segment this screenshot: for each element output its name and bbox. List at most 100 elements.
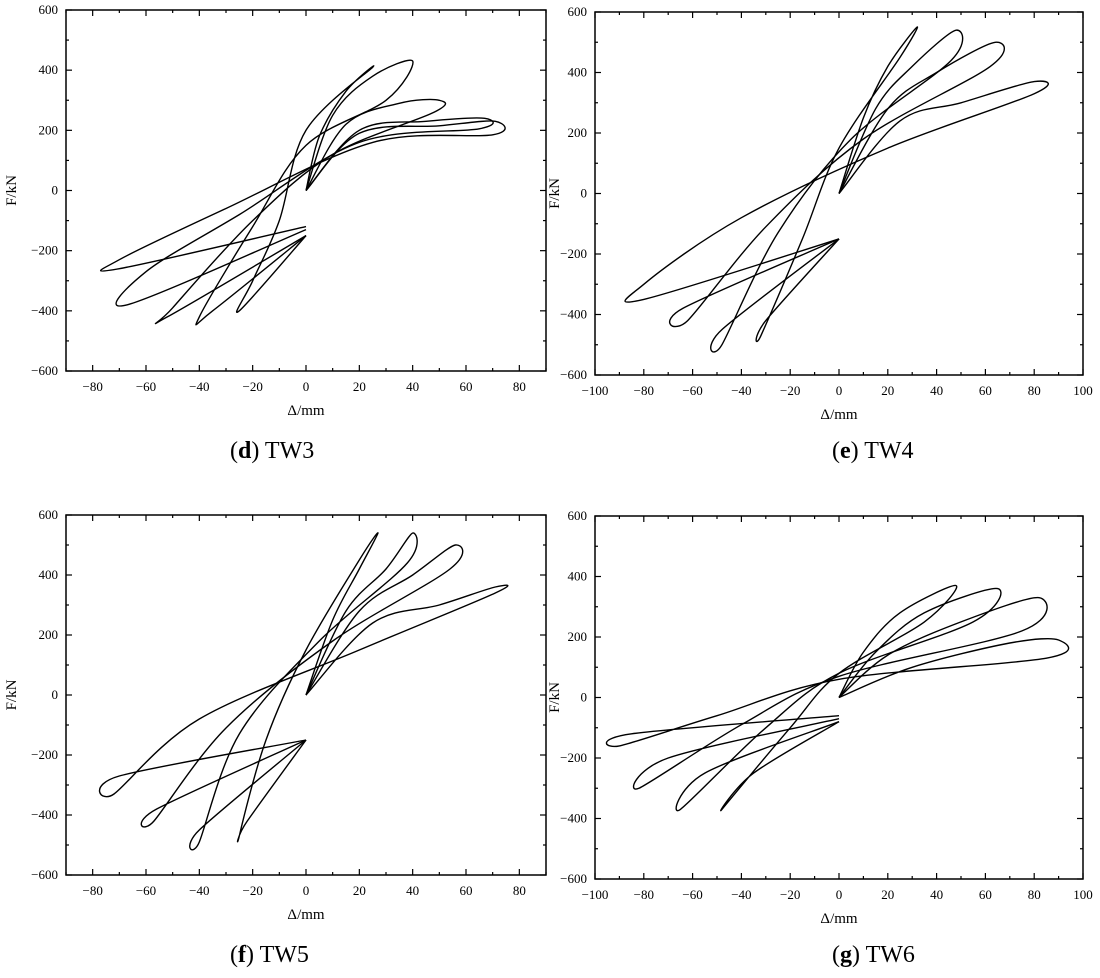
- x-tick-label: −80: [634, 887, 654, 902]
- y-tick-label: −200: [31, 747, 58, 762]
- x-tick-label: 40: [930, 383, 943, 398]
- y-tick-label: 600: [568, 4, 588, 19]
- chart-svg-d: −80 −60 −40 −20 0 20 40 60 80−600−400−2000200400…: [4, 2, 547, 419]
- y-tick-label: 400: [568, 569, 588, 584]
- hysteresis-loop-2: [675, 587, 1002, 812]
- series-group: [605, 584, 1070, 812]
- x-tick-label: 100: [1073, 383, 1093, 398]
- y-tick-label: 600: [39, 507, 59, 522]
- hysteresis-loop-4: [624, 80, 1049, 303]
- x-tick-label: −20: [242, 379, 262, 394]
- x-tick-label: −80: [634, 383, 654, 398]
- y-tick-label: 200: [568, 125, 588, 140]
- y-tick-label: −400: [560, 307, 587, 322]
- caption-d-letter: d: [238, 438, 252, 464]
- x-tick-label: −60: [136, 379, 156, 394]
- chart-panel-g: −100 −80 −60 −40 −20 0 20 40 60 80 100 −600 −400 −200…: [547, 504, 1100, 929]
- x-axis-label: Δ/mm: [820, 407, 857, 423]
- y-axis-label: F/kN: [547, 682, 563, 713]
- y-tick-label: 200: [39, 627, 59, 642]
- x-tick-label: −20: [780, 383, 800, 398]
- caption-f: (f) TW5: [230, 942, 309, 968]
- y-tick-label: −600: [31, 363, 58, 378]
- x-tick-label: −40: [189, 883, 209, 898]
- y-tick-label: 600: [39, 2, 59, 17]
- hysteresis-loop-1: [720, 584, 958, 812]
- y-tick-label: 0: [52, 687, 59, 702]
- y-tick-label: 0: [52, 183, 59, 198]
- x-tick-label: 40: [406, 379, 419, 394]
- caption-g-letter: g: [840, 942, 852, 968]
- x-tick-label: −40: [189, 379, 209, 394]
- x-tick-label: 20: [881, 887, 894, 902]
- caption-g: (g) TW6: [832, 942, 915, 968]
- caption-g-name: TW6: [865, 942, 915, 968]
- caption-e-letter: e: [840, 438, 851, 464]
- x-tick-label: 20: [881, 383, 894, 398]
- hysteresis-loop-2: [189, 532, 418, 851]
- x-tick-label: −100: [582, 383, 609, 398]
- caption-d: (d) TW3: [230, 438, 315, 464]
- caption-f-name: TW5: [259, 942, 309, 968]
- chart-panel-e: −100 −80 −60 −40 −20 0 20 40 60 80 100 −600 −400 −200…: [547, 0, 1100, 425]
- caption-d-name: TW3: [264, 438, 315, 464]
- y-tick-label: −600: [560, 871, 587, 886]
- y-axis-label: F/kN: [4, 175, 20, 206]
- x-tick-label: 80: [1028, 887, 1041, 902]
- x-tick-label: 40: [406, 883, 419, 898]
- x-tick-label: 0: [303, 883, 310, 898]
- x-tick-label: −20: [780, 887, 800, 902]
- y-tick-label: 0: [581, 690, 588, 705]
- x-tick-label: −100: [582, 887, 609, 902]
- caption-f-letter: f: [238, 942, 246, 968]
- x-tick-label: 60: [979, 383, 992, 398]
- hysteresis-loop-3: [632, 596, 1048, 790]
- x-tick-label: 20: [353, 883, 366, 898]
- x-tick-label: 20: [353, 379, 366, 394]
- x-tick-label: −80: [82, 883, 102, 898]
- hysteresis-loop-3: [669, 41, 1005, 328]
- hysteresis-loop-1: [235, 65, 375, 314]
- y-tick-label: 200: [568, 629, 588, 644]
- y-tick-label: −400: [31, 807, 58, 822]
- y-tick-label: 600: [568, 508, 588, 523]
- y-tick-label: 200: [39, 122, 59, 137]
- series-group: [98, 532, 509, 851]
- caption-e: (e) TW4: [832, 438, 914, 464]
- y-tick-label: −600: [560, 367, 587, 382]
- chart-svg-e: −100 −80 −60 −40 −20 0 20 40 60 80 100−600−400−200…: [547, 4, 1093, 423]
- x-tick-label: 60: [460, 883, 473, 898]
- x-tick-label: 60: [979, 887, 992, 902]
- hysteresis-loop-2: [195, 59, 414, 326]
- x-axis-label: Δ/mm: [820, 911, 857, 927]
- y-tick-label: 400: [568, 65, 588, 80]
- x-tick-label: 40: [930, 887, 943, 902]
- hysteresis-loop-4: [605, 637, 1070, 748]
- y-tick-label: −400: [560, 811, 587, 826]
- chart-panel-f: −80 −60 −40 −20 0 20 40 60 80 −600 −400 −200 0 200 400…: [0, 504, 560, 929]
- caption-e-name: TW4: [864, 438, 914, 464]
- x-tick-label: 100: [1073, 887, 1093, 902]
- y-tick-label: −200: [31, 243, 58, 258]
- x-axis-label: Δ/mm: [287, 907, 324, 923]
- hysteresis-loop-5: [99, 120, 506, 272]
- x-tick-label: −60: [136, 883, 156, 898]
- chart-panel-d: −80 −60 −40 −20 0 20 40 60 80 −600 −400 −200 0 200 400…: [0, 0, 560, 425]
- hysteresis-loop-1: [755, 26, 919, 343]
- y-tick-label: −200: [560, 246, 587, 261]
- hysteresis-loop-1: [236, 532, 379, 843]
- x-tick-label: −40: [731, 887, 751, 902]
- x-tick-label: 80: [1028, 383, 1041, 398]
- x-tick-label: 0: [303, 379, 310, 394]
- x-tick-label: 80: [513, 379, 526, 394]
- hysteresis-loop-4: [115, 117, 494, 307]
- x-tick-label: −60: [682, 887, 702, 902]
- y-tick-label: −400: [31, 303, 58, 318]
- x-tick-label: 60: [460, 379, 473, 394]
- hysteresis-loop-2: [710, 29, 964, 353]
- y-tick-label: 0: [581, 186, 588, 201]
- hysteresis-loop-4: [98, 584, 509, 798]
- series-group: [99, 59, 506, 326]
- y-tick-label: 400: [39, 567, 59, 582]
- x-tick-label: 0: [836, 887, 843, 902]
